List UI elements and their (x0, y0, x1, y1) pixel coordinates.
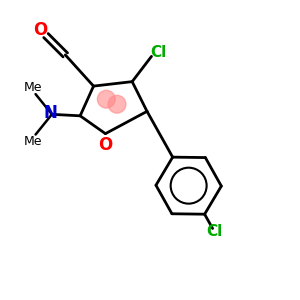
Circle shape (108, 95, 126, 113)
Text: Me: Me (23, 135, 42, 148)
Text: Me: Me (23, 81, 42, 94)
Circle shape (98, 90, 115, 108)
Text: O: O (33, 21, 47, 39)
Text: N: N (44, 104, 57, 122)
Text: O: O (98, 136, 112, 154)
Text: Cl: Cl (206, 224, 223, 239)
Text: Cl: Cl (150, 45, 166, 60)
